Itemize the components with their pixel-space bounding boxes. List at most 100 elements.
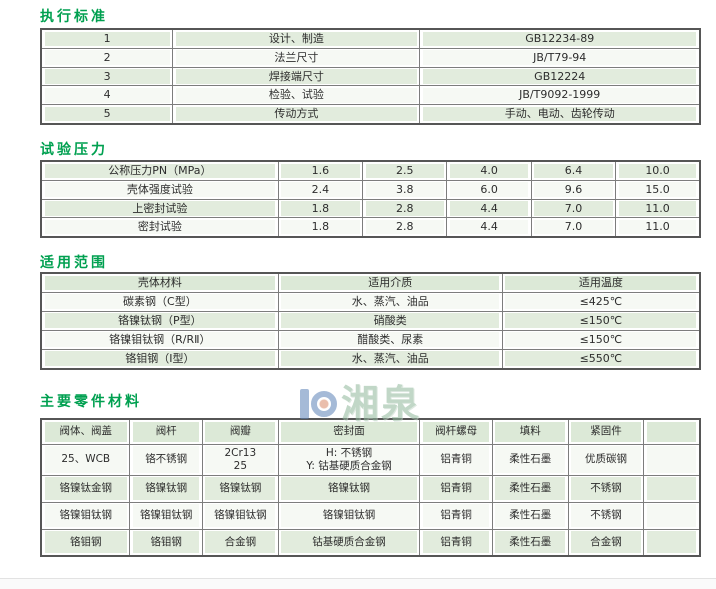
column-header-cell: 适用介质 [277, 272, 503, 293]
column-header-cell: 阀体、阀盖 [40, 418, 131, 445]
table-cell: 25、WCB [40, 443, 131, 476]
table-cell: 设计、制造 [172, 28, 421, 49]
table-cell: 1.6 [277, 160, 364, 181]
table-cell: 1.8 [277, 198, 364, 219]
table-cell: 10.0 [615, 160, 701, 181]
table-row: 壳体强度试验 2.4 3.8 6.0 9.6 15.0 [40, 179, 701, 200]
table-cell: 2Cr13 25 [201, 443, 279, 476]
table-row: 碳素钢（C型） 水、蒸汽、油品 ≤425℃ [40, 291, 701, 312]
table-cell: 6.4 [530, 160, 617, 181]
table-cell: 2.5 [362, 160, 448, 181]
table-cell: 碳素钢（C型） [40, 291, 279, 312]
table-row: 1 设计、制造 GB12234-89 [40, 28, 701, 49]
table-cell: 铬钼钢 [129, 528, 203, 557]
table-cell: 铬镍钼钛钢 [201, 501, 279, 530]
brand-logo-icon [300, 389, 337, 419]
table-cell: H: 不锈钢 Y: 钴基硬质合金钢 [277, 443, 421, 476]
table-row: 铬镍钛钢（P型） 硝酸类 ≤150℃ [40, 310, 701, 331]
column-header-cell: 阀杆螺母 [419, 418, 493, 445]
table-cell: ≤150℃ [501, 310, 701, 331]
table-cell: 11.0 [615, 198, 701, 219]
table-cell: 传动方式 [172, 103, 421, 125]
table-cell: 5 [40, 103, 174, 125]
table-row: 铬镍钼钛钢（R/RⅡ） 醋酸类、尿素 ≤150℃ [40, 329, 701, 350]
table-cell: 铝青铜 [419, 474, 493, 503]
standards-table: 1 设计、制造 GB12234-89 2 法兰尺寸 JB/T79-94 3 焊接端尺寸 GB12… [40, 28, 701, 125]
table-cell: 铬镍钛钢（P型） [40, 310, 279, 331]
table-cell: 焊接端尺寸 [172, 66, 421, 87]
table-cell: 铬镍钛钢 [201, 474, 279, 503]
table-cell: 2 [40, 47, 174, 68]
column-header-cell: 阀瓣 [201, 418, 279, 445]
logo-bar-shape [300, 389, 309, 419]
table-cell: 铝青铜 [419, 501, 493, 530]
table-cell: 检验、试验 [172, 85, 421, 105]
table-cell: 4.4 [446, 217, 532, 238]
table-cell: 水、蒸汽、油品 [277, 348, 503, 370]
table-cell: 合金钢 [201, 528, 279, 557]
table-cell [643, 501, 701, 530]
table-header-row: 阀体、阀盖 阀杆 阀瓣 密封面 阀杆螺母 填料 紧固件 [40, 418, 701, 445]
table-cell: 铬镍钛钢 [277, 474, 421, 503]
table-cell: 铬镍钛钢 [129, 474, 203, 503]
table-cell: 手动、电动、齿轮传动 [419, 103, 701, 125]
table-row: 25、WCB 铬不锈钢 2Cr13 25 H: 不锈钢 Y: 钴基硬质合金钢 铝青铜 柔性… [40, 443, 701, 476]
table-cell [643, 443, 701, 476]
table-cell: 2.4 [277, 179, 364, 200]
table-row: 铬镍钛金钢 铬镍钛钢 铬镍钛钢 铬镍钛钢 铝青铜 柔性石墨 不锈钢 [40, 474, 701, 503]
table-cell: 铬镍钼钛钢 [129, 501, 203, 530]
section-title-standards: 执行标准 [40, 9, 108, 25]
table-cell: ≤425℃ [501, 291, 701, 312]
table-row: 铬钼钢（I型） 水、蒸汽、油品 ≤550℃ [40, 348, 701, 370]
table-cell: GB12224 [419, 66, 701, 87]
table-cell: 铝青铜 [419, 528, 493, 557]
table-cell: 上密封试验 [40, 198, 279, 219]
table-row: 2 法兰尺寸 JB/T79-94 [40, 47, 701, 68]
table-row: 铬钼钢 铬钼钢 合金钢 钴基硬质合金钢 铝青铜 柔性石墨 合金钢 [40, 528, 701, 557]
section-title-application-range: 适用范围 [40, 255, 108, 271]
table-cell: 7.0 [530, 217, 617, 238]
table-cell: 不锈钢 [567, 474, 645, 503]
table-cell: JB/T9092-1999 [419, 85, 701, 105]
table-cell: 9.6 [530, 179, 617, 200]
table-cell [643, 528, 701, 557]
table-row: 5 传动方式 手动、电动、齿轮传动 [40, 103, 701, 125]
table-cell: 铝青铜 [419, 443, 493, 476]
table-cell: 柔性石墨 [491, 501, 569, 530]
column-header-cell: 密封面 [277, 418, 421, 445]
table-cell: 法兰尺寸 [172, 47, 421, 68]
table-cell: 硝酸类 [277, 310, 503, 331]
table-cell: 7.0 [530, 198, 617, 219]
table-cell: 柔性石墨 [491, 443, 569, 476]
table-cell: 15.0 [615, 179, 701, 200]
main-parts-materials-table: 阀体、阀盖 阀杆 阀瓣 密封面 阀杆螺母 填料 紧固件 25、WCB 铬不锈钢 2Cr13 25 H… [40, 418, 701, 558]
table-row: 3 焊接端尺寸 GB12224 [40, 66, 701, 87]
table-cell: 铬不锈钢 [129, 443, 203, 476]
table-cell: 柔性石墨 [491, 528, 569, 557]
table-cell: 钴基硬质合金钢 [277, 528, 421, 557]
table-cell: 壳体强度试验 [40, 179, 279, 200]
table-cell: 柔性石墨 [491, 474, 569, 503]
table-cell: 合金钢 [567, 528, 645, 557]
table-cell: 优质碳钢 [567, 443, 645, 476]
table-row: 4 检验、试验 JB/T9092-1999 [40, 85, 701, 105]
table-cell [643, 474, 701, 503]
table-row: 密封试验 1.8 2.8 4.4 7.0 11.0 [40, 217, 701, 238]
table-cell: 6.0 [446, 179, 532, 200]
table-cell: GB12234-89 [419, 28, 701, 49]
table-cell: 11.0 [615, 217, 701, 238]
section-title-main-parts-materials: 主要零件材料 [40, 394, 142, 410]
column-header-cell: 紧固件 [567, 418, 645, 445]
table-cell: ≤150℃ [501, 329, 701, 350]
table-cell: 铬镍钼钛钢 [277, 501, 421, 530]
column-header-cell: 填料 [491, 418, 569, 445]
table-cell: 醋酸类、尿素 [277, 329, 503, 350]
table-cell: 1.8 [277, 217, 364, 238]
table-row: 铬镍钼钛钢 铬镍钼钛钢 铬镍钼钛钢 铬镍钼钛钢 铝青铜 柔性石墨 不锈钢 [40, 501, 701, 530]
column-header-cell: 适用温度 [501, 272, 701, 293]
table-cell: 铬钼钢（I型） [40, 348, 279, 370]
test-pressure-table: 公称压力PN（MPa） 1.6 2.5 4.0 6.4 10.0 壳体强度试验 2.4 3.8 6… [40, 160, 701, 238]
table-row: 上密封试验 1.8 2.8 4.4 7.0 11.0 [40, 198, 701, 219]
table-row: 公称压力PN（MPa） 1.6 2.5 4.0 6.4 10.0 [40, 160, 701, 181]
table-cell: 不锈钢 [567, 501, 645, 530]
